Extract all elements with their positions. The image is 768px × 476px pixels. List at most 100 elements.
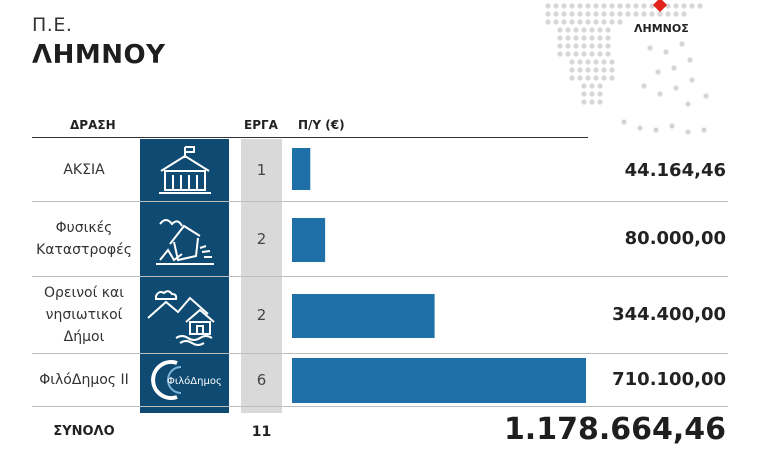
map-dot bbox=[561, 11, 567, 17]
map-dot bbox=[601, 11, 607, 17]
map-dot bbox=[601, 75, 607, 81]
total-amount: 1.178.664,46 bbox=[503, 412, 726, 447]
map-dot bbox=[589, 27, 595, 33]
map-dot bbox=[657, 11, 663, 17]
map-dot bbox=[633, 3, 639, 9]
region-title: ΛΗΜΝΟΥ bbox=[32, 40, 166, 70]
location-marker-icon bbox=[652, 0, 668, 13]
map-dot bbox=[569, 67, 575, 73]
house-building-icon bbox=[140, 139, 229, 201]
map-dot bbox=[597, 99, 603, 105]
map-dot bbox=[569, 3, 575, 9]
map-dot bbox=[577, 67, 583, 73]
map-dot bbox=[669, 123, 675, 129]
budget-bar bbox=[292, 294, 435, 338]
mountain-island-house-icon bbox=[140, 276, 229, 353]
row-label-natural-disasters: Φυσικές Καταστροφές bbox=[36, 219, 132, 258]
map-dot bbox=[601, 59, 607, 65]
map-dot bbox=[671, 65, 677, 71]
map-dot bbox=[687, 57, 693, 63]
map-dot bbox=[573, 27, 579, 33]
map-dot bbox=[609, 75, 615, 81]
map-dot bbox=[621, 119, 627, 125]
map-dot bbox=[685, 129, 691, 135]
map-dot bbox=[593, 11, 599, 17]
map-dot bbox=[593, 67, 599, 73]
row-separator bbox=[32, 353, 728, 354]
map-dot bbox=[581, 91, 587, 97]
map-dot bbox=[657, 91, 663, 97]
map-dot bbox=[577, 19, 583, 25]
map-dot bbox=[569, 59, 575, 65]
map-dot bbox=[569, 11, 575, 17]
map-dot bbox=[617, 11, 623, 17]
map-dot bbox=[625, 11, 631, 17]
row-amount: 710.100,00 bbox=[612, 369, 726, 390]
map-dot bbox=[597, 27, 603, 33]
map-dot bbox=[617, 3, 623, 9]
map-dot bbox=[641, 11, 647, 17]
map-dot bbox=[557, 43, 563, 49]
map-dot bbox=[573, 51, 579, 57]
map-dot bbox=[585, 75, 591, 81]
map-dot bbox=[637, 125, 643, 131]
map-dot bbox=[585, 3, 591, 9]
map-dot bbox=[597, 35, 603, 41]
map-dot bbox=[641, 3, 647, 9]
map-dot bbox=[589, 83, 595, 89]
map-dot bbox=[605, 27, 611, 33]
map-dot bbox=[557, 27, 563, 33]
map-dot bbox=[703, 93, 709, 99]
map-dot bbox=[601, 67, 607, 73]
total-label: ΣΥΝΟΛΟ bbox=[53, 424, 115, 439]
map-dot bbox=[653, 127, 659, 133]
map-dot bbox=[609, 19, 615, 25]
row-separator bbox=[32, 406, 728, 407]
map-dot bbox=[589, 51, 595, 57]
map-dot bbox=[553, 3, 559, 9]
map-dot bbox=[673, 3, 679, 9]
map-dot bbox=[581, 51, 587, 57]
row-label-aksia: ΑΚΣΙΑ bbox=[63, 162, 105, 178]
map-dot bbox=[545, 19, 551, 25]
map-dot bbox=[681, 11, 687, 17]
row-amount: 344.400,00 bbox=[612, 304, 726, 325]
map-dot bbox=[589, 91, 595, 97]
map-dot bbox=[585, 11, 591, 17]
collapsing-house-icon bbox=[140, 201, 229, 276]
map-dot bbox=[585, 19, 591, 25]
map-dot bbox=[545, 11, 551, 17]
map-dot bbox=[605, 43, 611, 49]
map-dot bbox=[573, 43, 579, 49]
map-dot bbox=[605, 51, 611, 57]
region-prefix: Π.Ε. bbox=[32, 14, 73, 36]
map-dot bbox=[625, 3, 631, 9]
map-dot bbox=[581, 27, 587, 33]
map-dot bbox=[581, 99, 587, 105]
map-dot bbox=[593, 19, 599, 25]
map-dot bbox=[593, 3, 599, 9]
map-dot bbox=[609, 67, 615, 73]
filodimos-logo-text: ΦιλόΔημος bbox=[167, 375, 222, 387]
map-dot bbox=[609, 3, 615, 9]
map-dot bbox=[679, 41, 685, 47]
map-dot bbox=[569, 19, 575, 25]
map-dot bbox=[561, 3, 567, 9]
map-dot bbox=[569, 75, 575, 81]
map-dot bbox=[581, 35, 587, 41]
map-dot bbox=[597, 83, 603, 89]
header-rule bbox=[32, 137, 588, 138]
map-dot bbox=[617, 19, 623, 25]
map-location-label: ΛΗΜΝΟΣ bbox=[634, 22, 689, 35]
row-amount: 44.164,46 bbox=[624, 159, 726, 181]
map-dot bbox=[593, 59, 599, 65]
map-dot bbox=[663, 49, 669, 55]
filodimos-logo-icon: ΦιλόΔημος bbox=[140, 353, 229, 406]
map-dot bbox=[585, 59, 591, 65]
map-dot bbox=[589, 35, 595, 41]
map-dot bbox=[557, 51, 563, 57]
budget-bar bbox=[292, 358, 586, 403]
budget-bar bbox=[292, 148, 311, 190]
row-amount: 80.000,00 bbox=[624, 228, 726, 249]
